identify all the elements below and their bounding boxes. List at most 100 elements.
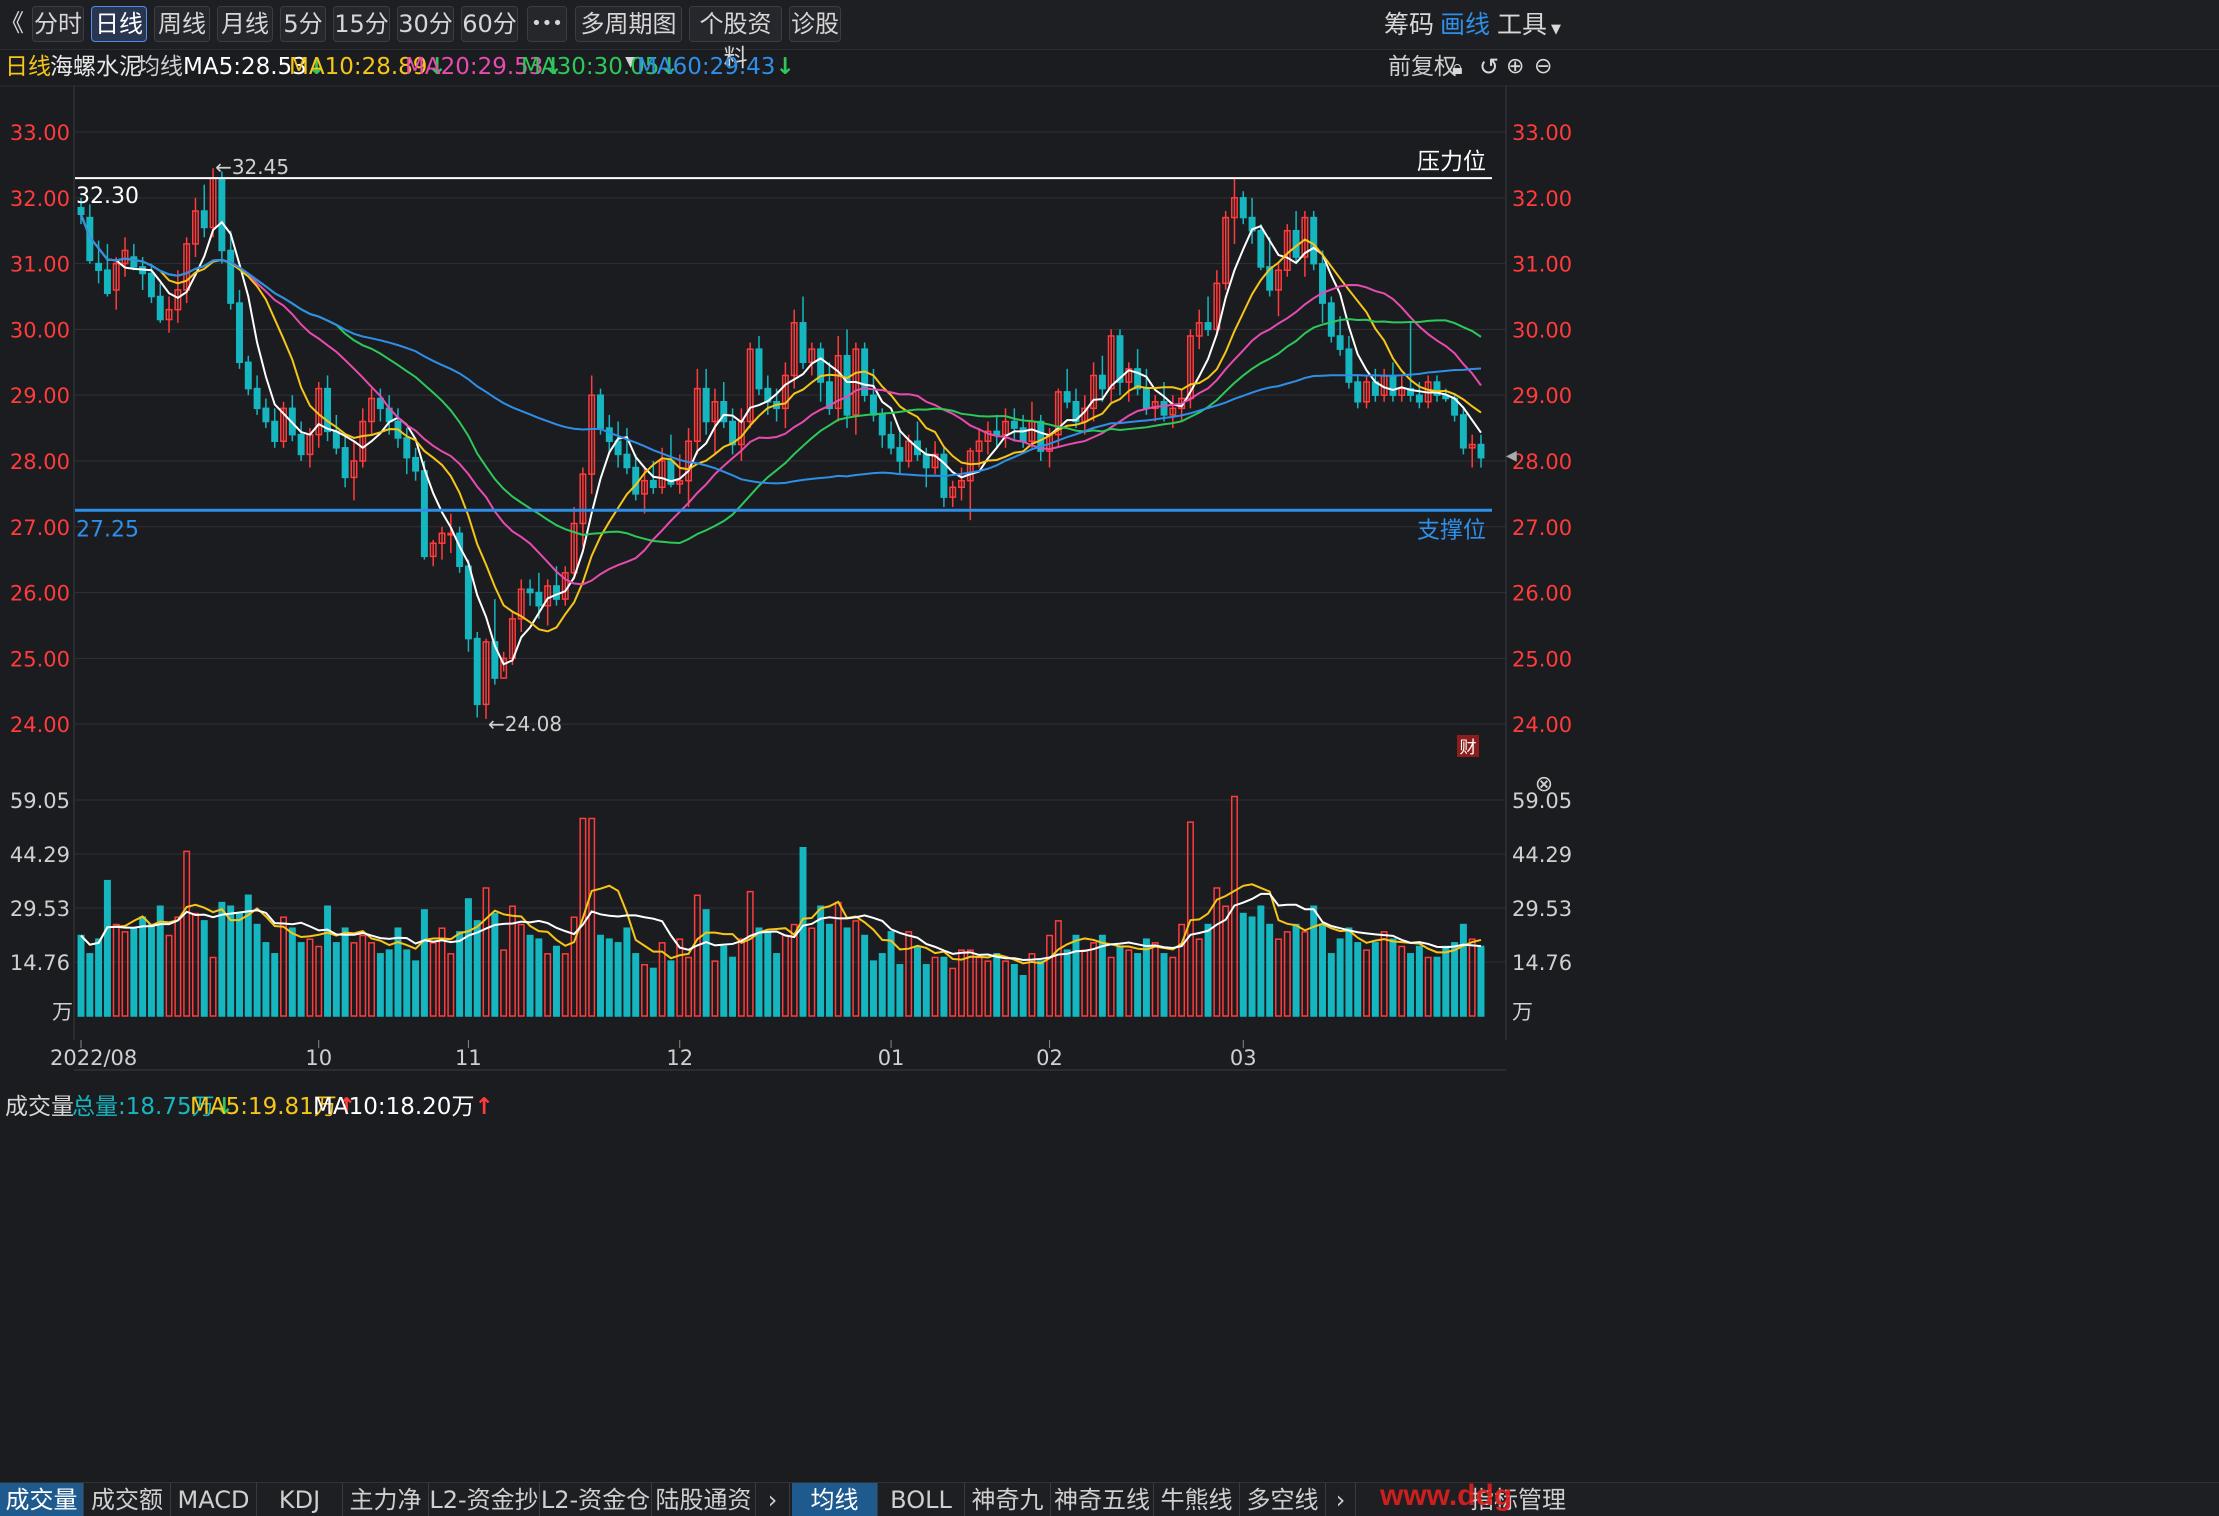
candle-body[interactable] xyxy=(658,460,666,489)
volume-bar[interactable] xyxy=(746,890,754,1017)
candle-body[interactable] xyxy=(526,588,534,594)
candle-body[interactable] xyxy=(1310,216,1318,265)
volume-bar[interactable] xyxy=(535,938,543,1017)
tab-turnover[interactable]: 成交额 xyxy=(84,1483,171,1516)
volume-bar[interactable] xyxy=(1319,923,1326,1017)
candle-body[interactable] xyxy=(667,460,675,485)
volume-bar[interactable] xyxy=(1248,916,1256,1017)
candle-body[interactable] xyxy=(544,585,552,607)
volume-bar[interactable] xyxy=(271,953,279,1017)
candle-body[interactable] xyxy=(1477,443,1485,459)
volume-bar[interactable] xyxy=(1195,938,1203,1017)
diagnose-button[interactable]: 诊股 xyxy=(789,6,841,42)
candle-body[interactable] xyxy=(597,394,604,429)
volume-bar[interactable] xyxy=(341,927,349,1017)
volume-bar[interactable] xyxy=(799,846,807,1017)
volume-bar[interactable] xyxy=(808,927,816,1017)
volume-bar[interactable] xyxy=(139,916,147,1017)
volume-bar[interactable] xyxy=(966,949,974,1017)
candle-body[interactable] xyxy=(966,450,974,482)
tab-60min[interactable]: 60分 xyxy=(461,6,518,42)
candle-body[interactable] xyxy=(482,641,490,706)
candle-body[interactable] xyxy=(1336,335,1344,350)
tab-boll[interactable]: BOLL xyxy=(878,1483,965,1516)
volume-bar[interactable] xyxy=(1327,953,1335,1017)
tab-main-net[interactable]: 主力净额 xyxy=(343,1483,429,1516)
volume-bar[interactable] xyxy=(482,887,490,1017)
volume-bar[interactable] xyxy=(473,920,481,1017)
candle-body[interactable] xyxy=(1230,197,1238,219)
volume-bar[interactable] xyxy=(183,850,191,1017)
candle-body[interactable] xyxy=(1204,322,1212,331)
candle-body[interactable] xyxy=(280,407,287,442)
volume-bar[interactable] xyxy=(737,938,745,1017)
volume-bar[interactable] xyxy=(1345,927,1353,1017)
volume-bar[interactable] xyxy=(1459,923,1467,1017)
volume-bar[interactable] xyxy=(579,817,587,1017)
candle-body[interactable] xyxy=(191,210,199,245)
candle-body[interactable] xyxy=(359,420,367,462)
volume-bar[interactable] xyxy=(306,938,314,1017)
volume-bar[interactable] xyxy=(817,905,825,1017)
candle-body[interactable] xyxy=(165,308,173,321)
candle-body[interactable] xyxy=(244,361,252,390)
tab-monthly[interactable]: 月线 xyxy=(217,6,273,42)
volume-bar[interactable] xyxy=(632,953,640,1017)
volume-bar[interactable] xyxy=(1442,945,1450,1017)
volume-bar[interactable] xyxy=(597,934,604,1017)
candle-body[interactable] xyxy=(341,447,349,479)
candle-body[interactable] xyxy=(949,486,957,498)
volume-bar[interactable] xyxy=(297,942,305,1017)
volume-bar[interactable] xyxy=(852,920,860,1017)
volume-bar[interactable] xyxy=(1116,945,1124,1017)
candle-body[interactable] xyxy=(808,348,816,364)
volume-bar[interactable] xyxy=(975,956,983,1017)
volume-bar[interactable] xyxy=(658,942,666,1017)
volume-bar[interactable] xyxy=(332,942,340,1017)
volume-bar[interactable] xyxy=(755,927,763,1017)
candle-body[interactable] xyxy=(843,354,851,416)
volume-bar[interactable] xyxy=(244,894,252,1017)
volume-bar[interactable] xyxy=(1415,945,1423,1017)
volume-bar[interactable] xyxy=(729,956,737,1017)
volume-bar[interactable] xyxy=(1380,931,1388,1017)
zoom-out-icon[interactable]: ⊖ xyxy=(1534,54,1553,79)
tab-northbound[interactable]: 陆股通资金 xyxy=(652,1483,756,1516)
candle-body[interactable] xyxy=(1063,391,1071,403)
candle-body[interactable] xyxy=(896,447,904,462)
candle-body[interactable] xyxy=(112,262,120,291)
volume-bar[interactable] xyxy=(1107,956,1115,1017)
volume-bar[interactable] xyxy=(1160,953,1168,1017)
candle-body[interactable] xyxy=(746,348,754,423)
tab-5min[interactable]: 5分 xyxy=(280,6,326,42)
volume-bar[interactable] xyxy=(1037,960,1045,1017)
volume-bar[interactable] xyxy=(315,945,323,1017)
volume-bar[interactable] xyxy=(825,923,833,1017)
candle-body[interactable] xyxy=(984,430,992,442)
volume-bar[interactable] xyxy=(1266,923,1274,1017)
candle-body[interactable] xyxy=(623,453,631,469)
volume-bar[interactable] xyxy=(1178,923,1186,1017)
volume-title[interactable]: 成交量 xyxy=(5,1094,74,1120)
volume-bar[interactable] xyxy=(993,953,1001,1017)
candle-body[interactable] xyxy=(1213,282,1221,331)
tools-button[interactable]: 工具 ▼ xyxy=(1497,8,1561,47)
candle-body[interactable] xyxy=(1345,348,1353,383)
volume-bar[interactable] xyxy=(614,942,622,1017)
volume-bar[interactable] xyxy=(623,927,631,1017)
candle-body[interactable] xyxy=(174,289,182,311)
lock-icon[interactable]: 🔒︎ xyxy=(1452,55,1463,79)
candle-body[interactable] xyxy=(147,272,155,298)
volume-bar[interactable] xyxy=(913,945,921,1017)
candle-body[interactable] xyxy=(1090,374,1098,410)
volume-bar[interactable] xyxy=(288,927,296,1017)
candle-body[interactable] xyxy=(1363,381,1371,403)
tab-l2-position[interactable]: L2-资金仓位 xyxy=(540,1483,652,1516)
candle-body[interactable] xyxy=(931,453,939,469)
tab-15min[interactable]: 15分 xyxy=(333,6,390,42)
volume-bar[interactable] xyxy=(1292,923,1300,1017)
candle-body[interactable] xyxy=(1327,302,1335,337)
volume-bar[interactable] xyxy=(720,945,728,1017)
volume-bar[interactable] xyxy=(1028,953,1036,1017)
volume-bar[interactable] xyxy=(1019,975,1027,1017)
